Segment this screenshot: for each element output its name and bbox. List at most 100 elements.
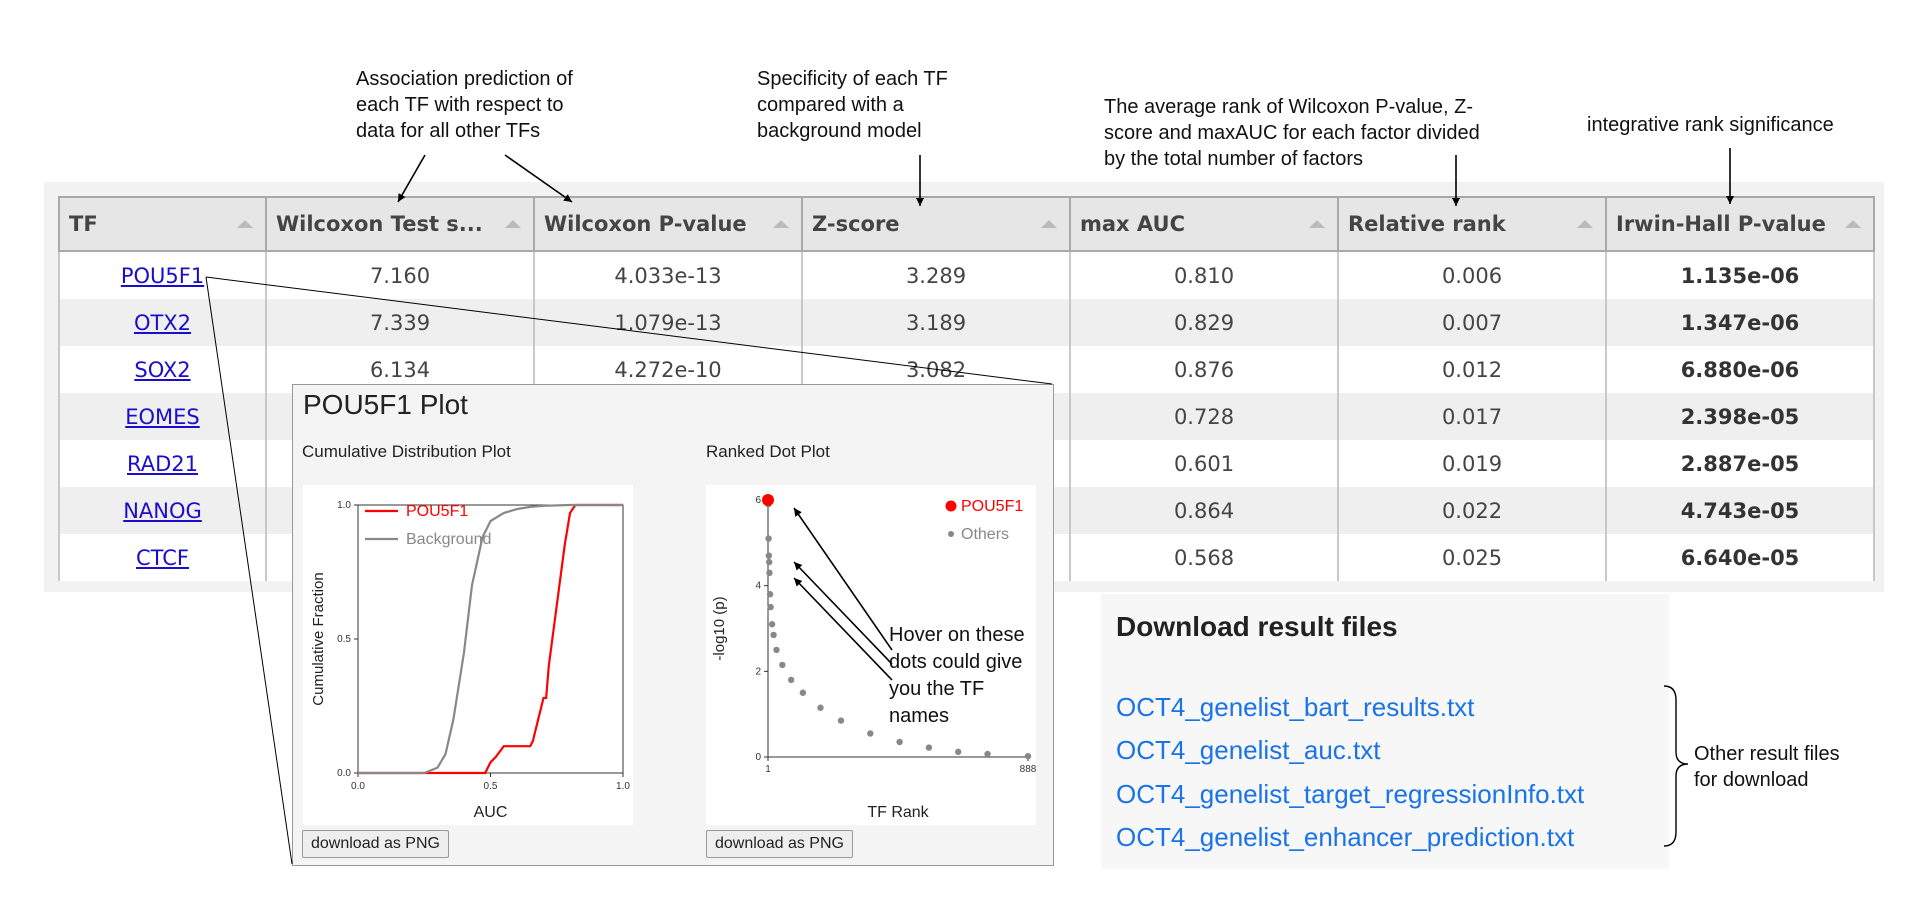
download-title: Download result files (1116, 611, 1398, 642)
column-header-zscore[interactable]: Z-score (801, 196, 1071, 252)
cell-zscore: 3.289 (801, 251, 1071, 299)
cdf-x-tick-label: 1.0 (616, 781, 630, 792)
cdf-subtitle: Cumulative Distribution Plot (302, 442, 511, 461)
dot-subtitle: Ranked Dot Plot (706, 442, 830, 461)
cell-max-auc: 0.601 (1069, 440, 1339, 487)
cdf-y-tick-label: 0.5 (337, 634, 351, 645)
dot-point-other (837, 717, 845, 724)
dot-y-tick-label: 2 (755, 666, 761, 677)
tf-link[interactable]: SOX2 (134, 357, 191, 382)
cell-irwin-hall: 1.135e-06 (1605, 251, 1875, 299)
cdf-legend-background: Background (406, 531, 491, 548)
dot-y-tick-label: 4 (755, 581, 761, 592)
cdf-x-tick-label: 0.5 (484, 781, 498, 792)
tf-link[interactable]: POU5F1 (120, 263, 205, 288)
download-link-enhancer-prediction[interactable]: OCT4_genelist_enhancer_prediction.txt (1116, 822, 1575, 852)
column-header-wilcoxon-pvalue[interactable]: Wilcoxon P-value (533, 196, 803, 252)
cdf-line-pou5f1 (358, 503, 623, 775)
cell-max-auc: 0.864 (1069, 487, 1339, 534)
cdf-y-tick-label: 0.0 (337, 768, 351, 779)
column-header-wilcoxon-test[interactable]: Wilcoxon Test s... (265, 196, 535, 252)
table-header-row: TF Wilcoxon Test s... Wilcoxon P-value Z… (58, 196, 1875, 252)
dot-point-other (773, 646, 780, 654)
dot-point-other (766, 569, 773, 577)
dot-y-tick-label: 0 (755, 752, 761, 763)
dot-point-other (817, 704, 824, 711)
table-row: POU5F1 7.160 4.033e-13 3.289 0.810 0.006 1.135… (58, 251, 1875, 299)
cell-irwin-hall: 2.398e-05 (1605, 393, 1875, 440)
dot-legend-marker-pou5f1 (945, 500, 957, 512)
sort-arrow-icon[interactable] (505, 220, 521, 228)
cell-tf: OTX2 (58, 299, 267, 346)
dot-point-other (787, 676, 795, 684)
column-header-tf[interactable]: TF (58, 196, 267, 252)
cell-relative-rank: 0.025 (1337, 534, 1607, 581)
tf-link[interactable]: NANOG (123, 498, 202, 523)
dot-point-other (1024, 752, 1032, 760)
tf-link[interactable]: OTX2 (133, 310, 192, 335)
cell-relative-rank: 0.022 (1337, 487, 1607, 534)
dot-point-other (765, 535, 772, 542)
column-header-irwin-hall[interactable]: Irwin-Hall P-value (1605, 196, 1875, 252)
dot-x-tick-label: 1 (765, 764, 771, 775)
cell-wilcoxon-pvalue: 1.079e-13 (533, 299, 803, 346)
dot-point-other (896, 738, 903, 746)
column-header-label: Z-score (812, 212, 900, 236)
sort-arrow-icon[interactable] (773, 220, 789, 228)
dot-point-other (768, 621, 776, 628)
dot-y-axis-label: -log10 (p) (711, 596, 728, 660)
annotation-association: Association prediction of each TF with r… (356, 68, 573, 142)
column-header-relative-rank[interactable]: Relative rank (1337, 196, 1607, 252)
sort-arrow-icon[interactable] (1845, 220, 1861, 228)
cell-irwin-hall: 4.743e-05 (1605, 487, 1875, 534)
dot-point-other (867, 730, 874, 737)
cdf-y-axis-label: Cumulative Fraction (310, 572, 327, 705)
tf-link[interactable]: CTCF (135, 545, 189, 570)
cell-max-auc: 0.829 (1069, 299, 1339, 346)
annotation-average-rank: The average rank of Wilcoxon P-value, Z-… (1104, 96, 1480, 170)
cdf-download-png-button[interactable]: download as PNG (302, 830, 449, 858)
cell-max-auc: 0.810 (1069, 251, 1339, 299)
cdf-legend-pou5f1: POU5F1 (406, 503, 468, 520)
cell-max-auc: 0.876 (1069, 346, 1339, 393)
cdf-plot: 0.0 0.0 0.5 0.5 1.0 1.0 AUC Cumulative Fraction… (303, 485, 633, 825)
tf-link[interactable]: RAD21 (127, 451, 198, 476)
cell-wilcoxon-pvalue: 4.033e-13 (533, 251, 803, 299)
dot-point-other (767, 603, 774, 611)
cell-irwin-hall: 2.887e-05 (1605, 440, 1875, 487)
sort-arrow-icon[interactable] (1577, 220, 1593, 228)
dot-x-tick-label: 888 (1020, 764, 1036, 775)
cell-irwin-hall: 6.640e-05 (1605, 534, 1875, 581)
column-header-label: TF (69, 212, 98, 236)
sort-arrow-icon[interactable] (1041, 220, 1057, 228)
dot-point-other (925, 744, 933, 751)
column-header-max-auc[interactable]: max AUC (1069, 196, 1339, 252)
sort-arrow-icon[interactable] (1309, 220, 1325, 228)
dot-legend-others: Others (961, 526, 1009, 543)
sort-arrow-icon[interactable] (237, 220, 253, 228)
dot-point-pou5f1 (762, 494, 774, 506)
cell-wilcoxon-test: 7.160 (265, 251, 535, 299)
cell-relative-rank: 0.012 (1337, 346, 1607, 393)
download-panel: Download result files OCT4_genelist_bart… (1101, 594, 1669, 869)
column-header-label: Wilcoxon P-value (544, 212, 747, 236)
cdf-line-background (358, 503, 623, 775)
column-header-label: Irwin-Hall P-value (1616, 212, 1826, 236)
cdf-y-tick-label: 1.0 (337, 500, 351, 511)
dot-x-axis-label: TF Rank (867, 804, 929, 821)
tf-link[interactable]: EOMES (125, 404, 200, 429)
dot-download-png-button[interactable]: download as PNG (706, 830, 853, 858)
download-link-regression-info[interactable]: OCT4_genelist_target_regressionInfo.txt (1116, 779, 1585, 809)
cdf-x-tick-label: 0.0 (351, 781, 365, 792)
dot-y-tick-label: 6 (755, 495, 761, 506)
download-link-bart-results[interactable]: OCT4_genelist_bart_results.txt (1116, 692, 1475, 722)
popup-title: POU5F1 Plot (303, 389, 468, 420)
dot-point-other (984, 750, 991, 758)
dot-point-other (770, 631, 777, 639)
download-link-auc[interactable]: OCT4_genelist_auc.txt (1116, 735, 1381, 765)
dot-legend-marker-others (948, 531, 954, 537)
dot-svg: 0 2 4 6 1 888 TF Rank -log10 (p) POU5F1 Others (711, 494, 1037, 821)
cell-irwin-hall: 6.880e-06 (1605, 346, 1875, 393)
column-header-label: Relative rank (1348, 212, 1506, 236)
cell-relative-rank: 0.007 (1337, 299, 1607, 346)
